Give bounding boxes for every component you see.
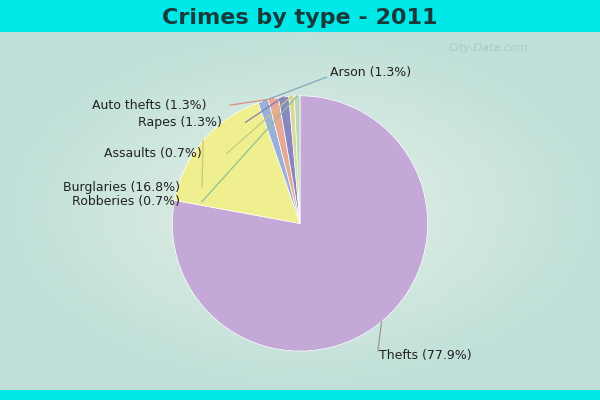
- Wedge shape: [289, 96, 300, 224]
- Wedge shape: [175, 103, 300, 224]
- Text: Thefts (77.9%): Thefts (77.9%): [379, 349, 472, 362]
- Wedge shape: [172, 96, 428, 351]
- Text: Crimes by type - 2011: Crimes by type - 2011: [162, 8, 438, 28]
- Wedge shape: [268, 98, 300, 224]
- Wedge shape: [258, 100, 300, 224]
- Text: Rapes (1.3%): Rapes (1.3%): [138, 116, 222, 129]
- Text: Robberies (0.7%): Robberies (0.7%): [72, 195, 180, 208]
- Text: Assaults (0.7%): Assaults (0.7%): [104, 147, 202, 160]
- Text: City-Data.com: City-Data.com: [449, 43, 528, 53]
- Text: Burglaries (16.8%): Burglaries (16.8%): [63, 181, 180, 194]
- Text: Arson (1.3%): Arson (1.3%): [329, 66, 410, 79]
- Text: Auto thefts (1.3%): Auto thefts (1.3%): [92, 99, 206, 112]
- Wedge shape: [295, 96, 300, 224]
- Wedge shape: [278, 96, 300, 224]
